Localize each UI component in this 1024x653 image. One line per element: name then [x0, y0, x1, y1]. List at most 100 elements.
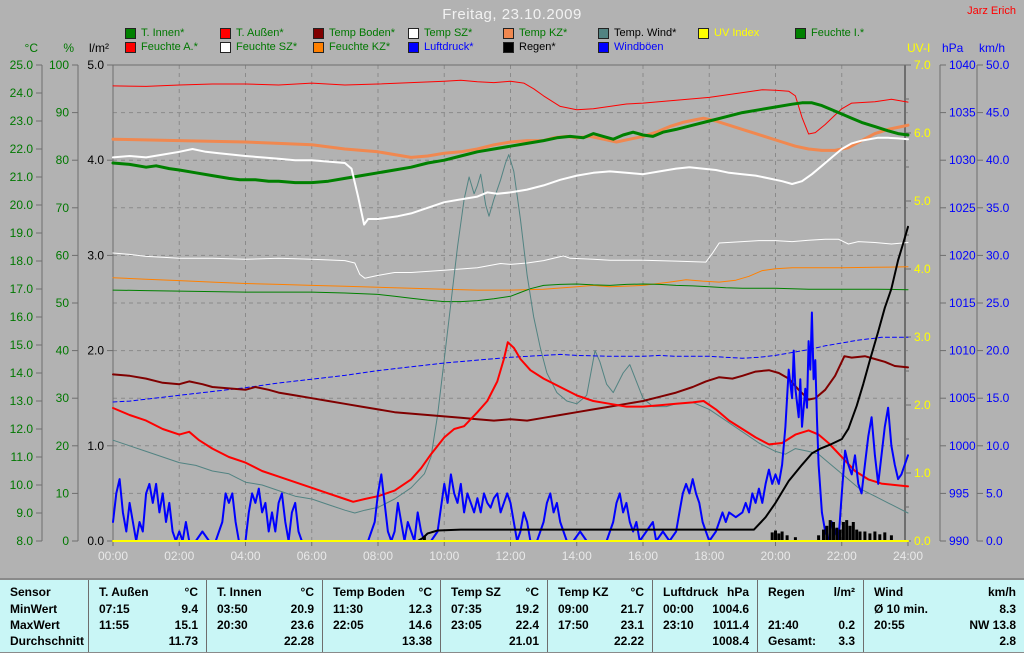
table-cell: Temp SZ: [451, 585, 501, 599]
series-feuchte-a-: [112, 79, 909, 135]
table-col-temp-boden: Temp Boden °C 11:30 12.3 22:05 14.6 13.38: [322, 580, 440, 652]
table-col-temp-kz: Temp KZ °C 09:00 21.7 17:50 23.1 22.22: [547, 580, 652, 652]
rain-bar: [841, 522, 845, 541]
svg-text:24.0: 24.0: [10, 86, 34, 100]
series-t-au-en: [112, 341, 909, 503]
svg-text:20: 20: [56, 439, 70, 453]
legend-swatch-icon: [598, 41, 609, 53]
rain-bar: [825, 525, 829, 541]
series-feuchte-i-: [112, 283, 909, 303]
legend-item: Feuchte KZ*: [313, 41, 390, 53]
table-cell: 9.4: [181, 602, 198, 616]
table-cell: 22:05: [333, 618, 364, 632]
svg-text:13.0: 13.0: [10, 394, 34, 408]
svg-text:10.0: 10.0: [986, 439, 1010, 453]
legend-label: T. Innen*: [141, 27, 185, 39]
table-cell: T. Außen: [99, 585, 149, 599]
svg-text:7.0: 7.0: [914, 58, 931, 72]
table-cell: 0.2: [838, 618, 855, 632]
series-temp-sz: [112, 136, 909, 226]
table-cell: 23:10: [663, 618, 694, 632]
svg-text:02:00: 02:00: [164, 549, 194, 563]
table-cell: 21.01: [508, 634, 539, 648]
legend-item: Feuchte A.*: [125, 41, 198, 53]
legend-label: Luftdruck*: [424, 41, 474, 53]
legend-item: Temp SZ*: [408, 27, 472, 39]
table-cell: Gesamt:: [768, 634, 817, 648]
legend-label: Feuchte I.*: [811, 27, 865, 39]
svg-text:0.0: 0.0: [87, 534, 104, 548]
series-temp-boden: [112, 355, 909, 422]
rain-bar: [858, 531, 862, 541]
table-cell: 22.22: [613, 634, 644, 648]
table-cell: 07:15: [99, 602, 130, 616]
svg-text:15.0: 15.0: [986, 391, 1010, 405]
legend-item: Feuchte I.*: [795, 27, 864, 39]
svg-text:20:00: 20:00: [760, 549, 790, 563]
svg-text:5.0: 5.0: [914, 194, 931, 208]
table-cell: 22.4: [515, 618, 539, 632]
svg-text:4.0: 4.0: [914, 262, 931, 276]
svg-text:1005: 1005: [949, 391, 976, 405]
svg-text:12:00: 12:00: [495, 549, 525, 563]
rain-bar: [845, 520, 849, 541]
series-luftdruck: [112, 336, 909, 403]
svg-text:20.0: 20.0: [986, 344, 1010, 358]
legend-swatch-icon: [598, 27, 609, 39]
rain-bar: [817, 535, 821, 541]
svg-text:16:00: 16:00: [628, 549, 658, 563]
legend-item: T. Außen*: [220, 27, 284, 39]
table-cell: MaxWert: [10, 618, 60, 632]
svg-text:5.0: 5.0: [87, 58, 104, 72]
legend-label: Temp Boden*: [329, 27, 396, 39]
legend-label: Feuchte A.*: [141, 41, 198, 53]
svg-text:00:00: 00:00: [98, 549, 128, 563]
table-cell: 11:55: [99, 618, 130, 632]
weather-chart: °C 25.0 24.0 23.0 22.0 21.0 20.0 19.0 18.0 17.0 16…: [10, 41, 1010, 563]
series-feuchte-sz: [112, 238, 909, 279]
rain-bar: [777, 533, 781, 541]
table-cell: 14.6: [408, 618, 432, 632]
table-cell: NW 13.8: [969, 618, 1016, 632]
rain-bar: [780, 531, 784, 541]
legend-item: Temp. Wind*: [598, 27, 676, 39]
svg-text:1025: 1025: [949, 201, 976, 215]
legend-item: Temp Boden*: [313, 27, 395, 39]
svg-text:15.0: 15.0: [10, 338, 34, 352]
svg-text:90: 90: [56, 106, 70, 120]
legend-item: Windböen: [598, 41, 664, 53]
table-cell: 23:05: [451, 618, 482, 632]
svg-text:45.0: 45.0: [986, 106, 1010, 120]
legend-label: Feuchte SZ*: [236, 41, 298, 53]
legend-swatch-icon: [125, 41, 136, 53]
table-cell: 20:55: [874, 618, 905, 632]
table-cell: Regen: [768, 585, 805, 599]
legend-item: Feuchte SZ*: [220, 41, 297, 53]
table-cell: °C: [184, 585, 198, 599]
svg-text:35.0: 35.0: [986, 201, 1010, 215]
legend-swatch-icon: [503, 41, 514, 53]
table-cell: °C: [300, 585, 314, 599]
svg-text:2.0: 2.0: [914, 398, 931, 412]
legend-label: Windböen: [614, 41, 664, 53]
table-cell: 21:40: [768, 618, 799, 632]
table-col-rowlabels: Sensor MinWert MaxWert Durchschnitt: [0, 580, 88, 652]
svg-text:8.0: 8.0: [16, 534, 33, 548]
svg-text:24:00: 24:00: [893, 549, 923, 563]
svg-text:40: 40: [56, 344, 70, 358]
svg-text:22.0: 22.0: [10, 142, 34, 156]
svg-text:995: 995: [949, 486, 969, 500]
svg-text:18:00: 18:00: [694, 549, 724, 563]
svg-text:6.0: 6.0: [914, 126, 931, 140]
rain-bar: [863, 531, 867, 541]
svg-text:0: 0: [62, 534, 69, 548]
series-t-innen: [111, 101, 910, 185]
rain-bar: [868, 533, 872, 541]
table-cell: km/h: [987, 585, 1016, 599]
svg-text:21.0: 21.0: [10, 170, 34, 184]
table-cell: 13.38: [401, 634, 432, 648]
legend-label: Regen*: [519, 41, 556, 53]
table-cell: 15.1: [174, 618, 198, 632]
svg-text:0.0: 0.0: [986, 534, 1003, 548]
